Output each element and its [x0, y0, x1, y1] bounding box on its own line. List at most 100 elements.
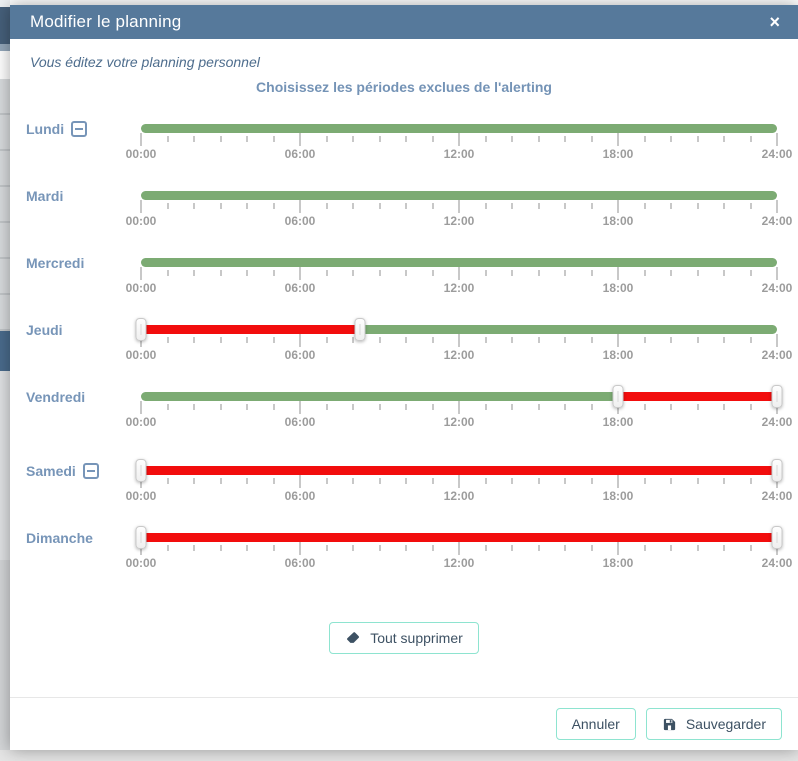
tick-mark [670, 203, 672, 209]
remove-periods-icon[interactable] [71, 121, 88, 137]
slider-segment-active [141, 124, 777, 133]
tick-mark [458, 200, 460, 213]
time-range-slider[interactable]: 00:00 06:00 12:00 18:00 24:00 [126, 526, 792, 571]
tick-mark [617, 334, 619, 347]
tick-mark [537, 203, 540, 209]
day-label-wrap: Vendredi [26, 389, 85, 405]
tick-mark [299, 475, 301, 488]
clear-all-button[interactable]: Tout supprimer [329, 622, 479, 654]
tick-label: 12:00 [443, 281, 475, 295]
time-range-slider[interactable]: 00:00 06:00 12:00 18:00 24:00 [126, 385, 792, 430]
tick-mark [723, 270, 725, 276]
slider-handle[interactable] [771, 385, 783, 408]
background-bottom-strip [0, 750, 798, 761]
tick-mark [670, 478, 672, 484]
background-band [0, 0, 10, 7]
slider-handle[interactable] [354, 318, 366, 341]
tick-mark [299, 401, 301, 414]
tick-mark [564, 203, 566, 209]
tick-mark [378, 203, 381, 209]
slider-track[interactable] [141, 124, 777, 133]
time-range-slider[interactable]: 00:00 06:00 12:00 18:00 24:00 [126, 258, 792, 296]
time-range-slider[interactable]: 00:00 06:00 12:00 18:00 24:00 [126, 318, 792, 363]
tick-label: 00:00 [125, 415, 157, 429]
time-range-slider[interactable]: 00:00 06:00 12:00 18:00 24:00 [126, 124, 792, 162]
time-range-slider[interactable]: 00:00 06:00 12:00 18:00 24:00 [126, 459, 792, 504]
tick-mark [590, 337, 593, 343]
tick-mark [193, 404, 195, 410]
slider-handle[interactable] [135, 318, 147, 341]
slider-track[interactable] [141, 191, 777, 200]
day-label: Mardi [26, 188, 64, 204]
slider-handle[interactable] [771, 459, 783, 482]
day-label-wrap: Mercredi [26, 255, 84, 271]
day-row: Dimanche 00:00 06:00 12:00 18:00 24:00 [10, 526, 798, 571]
tick-mark [696, 270, 699, 276]
background-band [0, 331, 10, 371]
cancel-button[interactable]: Annuler [555, 708, 636, 740]
tick-mark [325, 404, 328, 410]
slider-track[interactable] [141, 258, 777, 267]
tick-mark [749, 337, 752, 343]
tick-mark [590, 545, 593, 551]
tick-mark [272, 136, 275, 142]
tick-mark [140, 200, 142, 213]
slider-handle[interactable] [612, 385, 624, 408]
tick-mark [564, 270, 566, 276]
slider-track[interactable] [141, 325, 777, 334]
remove-periods-icon[interactable] [82, 463, 99, 479]
day-row: Lundi 00:00 06:00 12:00 18:00 24:00 [10, 121, 798, 162]
tick-mark [272, 545, 275, 551]
time-range-slider[interactable]: 00:00 06:00 12:00 18:00 24:00 [126, 191, 793, 229]
slider-track[interactable] [141, 533, 777, 542]
clear-all-row: Tout supprimer [10, 622, 798, 654]
slider-tick-labels: 00:00 06:00 12:00 18:00 24:00 [126, 214, 793, 229]
tick-label: 18:00 [602, 214, 634, 228]
tick-mark [352, 478, 354, 484]
slider-handle[interactable] [771, 526, 783, 549]
save-icon [662, 717, 677, 732]
background-band [0, 7, 10, 44]
slider-ticks [140, 475, 778, 489]
save-button[interactable]: Sauvegarder [645, 708, 782, 740]
cancel-label: Annuler [571, 716, 620, 732]
tick-mark [590, 404, 593, 410]
tick-mark [352, 545, 354, 551]
tick-mark [405, 136, 407, 142]
tick-mark [405, 545, 407, 551]
day-rows: Lundi 00:00 06:00 12:00 18:00 24:00 Mardi 00:00… [10, 121, 798, 600]
tick-mark [511, 545, 513, 551]
tick-mark [670, 270, 672, 276]
tick-mark [405, 478, 407, 484]
edit-planning-modal: Modifier le planning × Vous éditez votre… [10, 5, 798, 750]
slider-segment-active [141, 191, 777, 200]
tick-mark [431, 337, 434, 343]
slider-track[interactable] [141, 466, 777, 475]
tick-mark [776, 267, 778, 280]
tick-mark [378, 136, 381, 142]
tick-mark [643, 203, 646, 209]
day-label-wrap: Dimanche [26, 530, 93, 546]
tick-mark [272, 270, 275, 276]
tick-mark [458, 133, 460, 146]
close-icon[interactable]: × [769, 12, 780, 32]
day-label-wrap: Samedi [26, 463, 99, 479]
tick-mark [193, 270, 195, 276]
background-band [0, 44, 10, 51]
tick-mark [537, 337, 540, 343]
tick-mark [166, 545, 169, 551]
slider-track[interactable] [141, 392, 777, 401]
tick-mark [484, 203, 487, 209]
tick-label: 00:00 [125, 556, 157, 570]
tick-label: 00:00 [125, 281, 157, 295]
tick-mark [617, 267, 619, 280]
day-label: Dimanche [26, 530, 93, 546]
tick-label: 12:00 [443, 415, 475, 429]
slider-handle[interactable] [135, 526, 147, 549]
tick-mark [484, 478, 487, 484]
slider-segment-excluded [141, 466, 777, 475]
slider-handle[interactable] [135, 459, 147, 482]
tick-mark [749, 545, 752, 551]
save-label: Sauvegarder [685, 716, 766, 732]
tick-mark [749, 203, 752, 209]
